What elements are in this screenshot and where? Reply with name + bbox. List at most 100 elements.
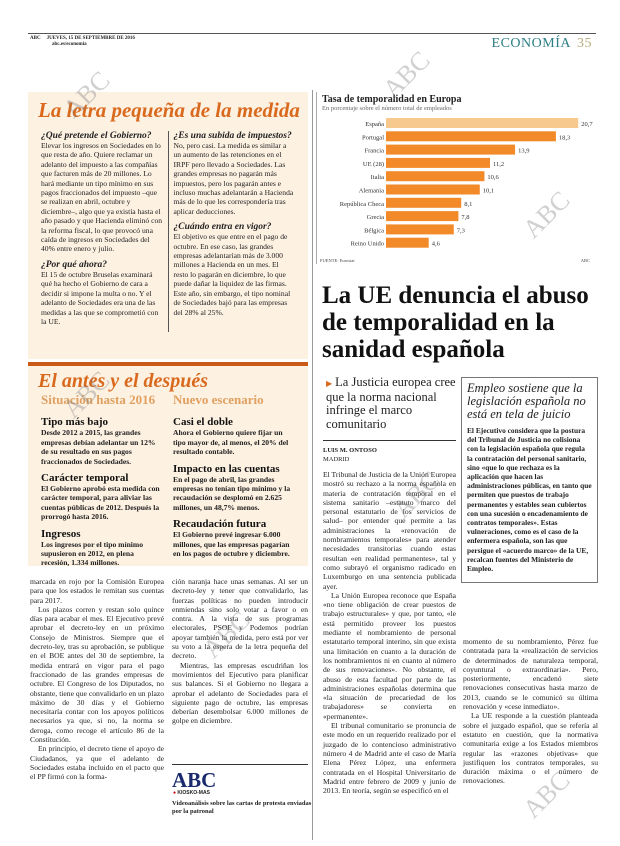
- body-column-1: marcada en rojo por la Comisión Europea …: [30, 577, 164, 782]
- bar: [386, 131, 556, 142]
- category-label: Francia: [365, 148, 385, 155]
- answer: Elevar los ingresos en Sociedades en lo …: [41, 141, 163, 254]
- item-heading: Tipo más bajo: [41, 416, 109, 429]
- category-label: UE (28): [363, 161, 384, 168]
- bar: [386, 157, 490, 168]
- kiosko-badge: ● KIOSKO-MAS: [173, 790, 210, 796]
- category-label: Grecia: [367, 214, 384, 221]
- item-heading: Carácter temporal: [41, 472, 129, 485]
- value-label: 8,1: [464, 201, 472, 208]
- kicker: ▶ La Justicia europea cree que la norma n…: [326, 375, 461, 431]
- question: ¿Qué pretende el Gobierno?: [41, 131, 152, 141]
- answer: El 15 de octubre Bruselas examinará qué …: [41, 269, 159, 326]
- date: JUEVES, 15 DE SEPTIEMBRE DE 2016: [46, 36, 135, 41]
- value-label: 20,7: [581, 121, 593, 128]
- bar: [386, 224, 454, 235]
- place: MADRID: [323, 456, 350, 463]
- byline: LUIS M. ONTOSO MADRID: [323, 446, 377, 464]
- answer: El objetivo es que entre en el pago de o…: [173, 232, 291, 317]
- chart-title: Tasa de temporalidad en Europa: [322, 94, 462, 105]
- bar: [386, 184, 480, 195]
- item-heading: Impacto en las cuentas: [173, 462, 280, 475]
- paragraph: El tribunal comunitario se pronuncia de …: [323, 721, 456, 796]
- category-label: Reino Unido: [351, 241, 384, 248]
- section-url: abc.es/economia: [52, 42, 87, 47]
- headline: La UE denuncia el abuso de temporalidad …: [322, 282, 589, 363]
- item-heading: Ingresos: [41, 527, 81, 540]
- bar: [386, 197, 462, 208]
- bar: [386, 237, 429, 248]
- play-icon: ●: [173, 790, 177, 796]
- bar-chart: España 20,7 Portugal 18,3 Francia 13,9 UE (28)…: [320, 118, 593, 263]
- paragraph: marcada en rojo por la Comisión Europea …: [30, 577, 164, 605]
- header-rule: [28, 33, 596, 34]
- value-label: 11,2: [493, 161, 504, 168]
- sidebar-box: Empleo sostiene que la legislación españ…: [461, 377, 598, 583]
- column-subtitle: Nuevo escenario: [173, 392, 264, 407]
- value-label: 4,6: [432, 241, 441, 248]
- triangle-bullet-icon: ▶: [326, 379, 333, 388]
- article-column-2: momento de su nombramiento, Pérez fue co…: [463, 637, 598, 786]
- page-header-info: ABC JUEVES, 15 DE SEPTIEMBRE DE 2016 abc.…: [30, 36, 141, 48]
- category-label: Alemania: [359, 188, 384, 195]
- chart-source: FUENTE: Eurostat: [320, 258, 355, 263]
- value-label: 10,6: [487, 174, 499, 181]
- box-title: El antes y el después: [38, 370, 208, 392]
- byline-rule: [323, 440, 456, 441]
- category-label: República Checa: [340, 201, 384, 208]
- kicker-text: La Justicia europea cree que la norma na…: [326, 375, 456, 431]
- section-name: ECONOMÍA: [491, 36, 571, 51]
- item-heading: Recaudación futura: [173, 518, 267, 531]
- value-label: 18,3: [559, 134, 570, 141]
- category-label: Italia: [371, 174, 384, 181]
- question: ¿Por qué ahora?: [41, 259, 107, 270]
- chart-credit: ABC: [581, 258, 590, 263]
- bar: [386, 118, 579, 128]
- bar: [386, 171, 485, 182]
- question: ¿Es una subida de impuestos?: [173, 131, 292, 141]
- body-column-2: ción naranja hace unas semanas. Al ser u…: [172, 577, 308, 726]
- item-text: Los ingresos por el tipo mínimo supusier…: [41, 539, 144, 568]
- chart-rule: [316, 92, 317, 264]
- sidebar-title: Empleo sostiene que la legislación españ…: [467, 381, 586, 421]
- chart-subtitle: En porcentaje sobre el número total de e…: [322, 105, 452, 112]
- section-title: ECONOMÍA 35: [492, 36, 592, 52]
- value-label: 13,9: [518, 148, 529, 155]
- paragraph: En principio, el decreto tiene el apoyo …: [30, 744, 164, 782]
- box-title: La letra pequeña de la medida: [38, 98, 300, 122]
- paragraph: La UE responde a la cuestión planteada s…: [463, 711, 598, 786]
- item-text: Ahora el Gobierno quiere fijar un tipo m…: [173, 428, 289, 457]
- paragraph: La Unión Europea reconoce que España «no…: [323, 590, 456, 721]
- qa-column-left: ¿Qué pretende el Gobierno? Elevar los ing…: [36, 131, 168, 332]
- item-heading: Casi el doble: [173, 416, 233, 429]
- value-label: 7,8: [461, 214, 469, 221]
- item-text: Desde 2012 a 2015, las grandes empresas …: [41, 428, 156, 466]
- item-text: El Gobierno aprobó esta medida con carác…: [41, 484, 160, 522]
- after-column: Nuevo escenario Casi el doble Ahora el Go…: [168, 392, 300, 568]
- paragraph: momento de su nombramiento, Pérez fue co…: [463, 637, 598, 712]
- column-divider: [312, 90, 313, 840]
- item-text: En el pago de abril, las grandes empresa…: [173, 474, 291, 512]
- promo-link[interactable]: Videoanálisis sobre las cartas de protes…: [172, 800, 312, 815]
- item-text: El Gobierno prevé ingresar 6.000 millone…: [173, 530, 290, 559]
- page-number: 35: [577, 36, 592, 51]
- promo-rule: [172, 764, 308, 765]
- bar: [386, 144, 516, 155]
- before-after-box: El antes y el después Situación hasta 20…: [28, 362, 308, 568]
- qa-column-right: ¿Es una subida de impuestos? No, pero cas…: [167, 131, 301, 333]
- question: ¿Cuándo entra en vigor?: [173, 222, 272, 233]
- answer: No, pero casi. La medida es similar a un…: [173, 141, 294, 216]
- value-label: 7,3: [457, 227, 465, 234]
- value-label: 10,1: [483, 188, 494, 195]
- article-column-1: El Tribunal de Justicia de la Unión Euro…: [323, 470, 456, 795]
- fine-print-box: La letra pequeña de la medida ¿Qué prete…: [28, 92, 308, 359]
- category-label: España: [365, 121, 384, 128]
- abc-logo[interactable]: ABC: [172, 768, 217, 792]
- paragraph: ción naranja hace unas semanas. Al ser u…: [172, 577, 308, 661]
- promo-tag: KIOSKO-MAS: [177, 790, 210, 796]
- sidebar-text: El Ejecutivo considera que la postura de…: [467, 426, 592, 574]
- paragraph: Mientras, las empresas escudriñan los mo…: [172, 660, 308, 726]
- paragraph: El Tribunal de Justicia de la Unión Euro…: [323, 470, 456, 591]
- paragraph: Los plazos corren y restan solo quince d…: [30, 604, 164, 745]
- category-label: Bélgica: [364, 227, 384, 234]
